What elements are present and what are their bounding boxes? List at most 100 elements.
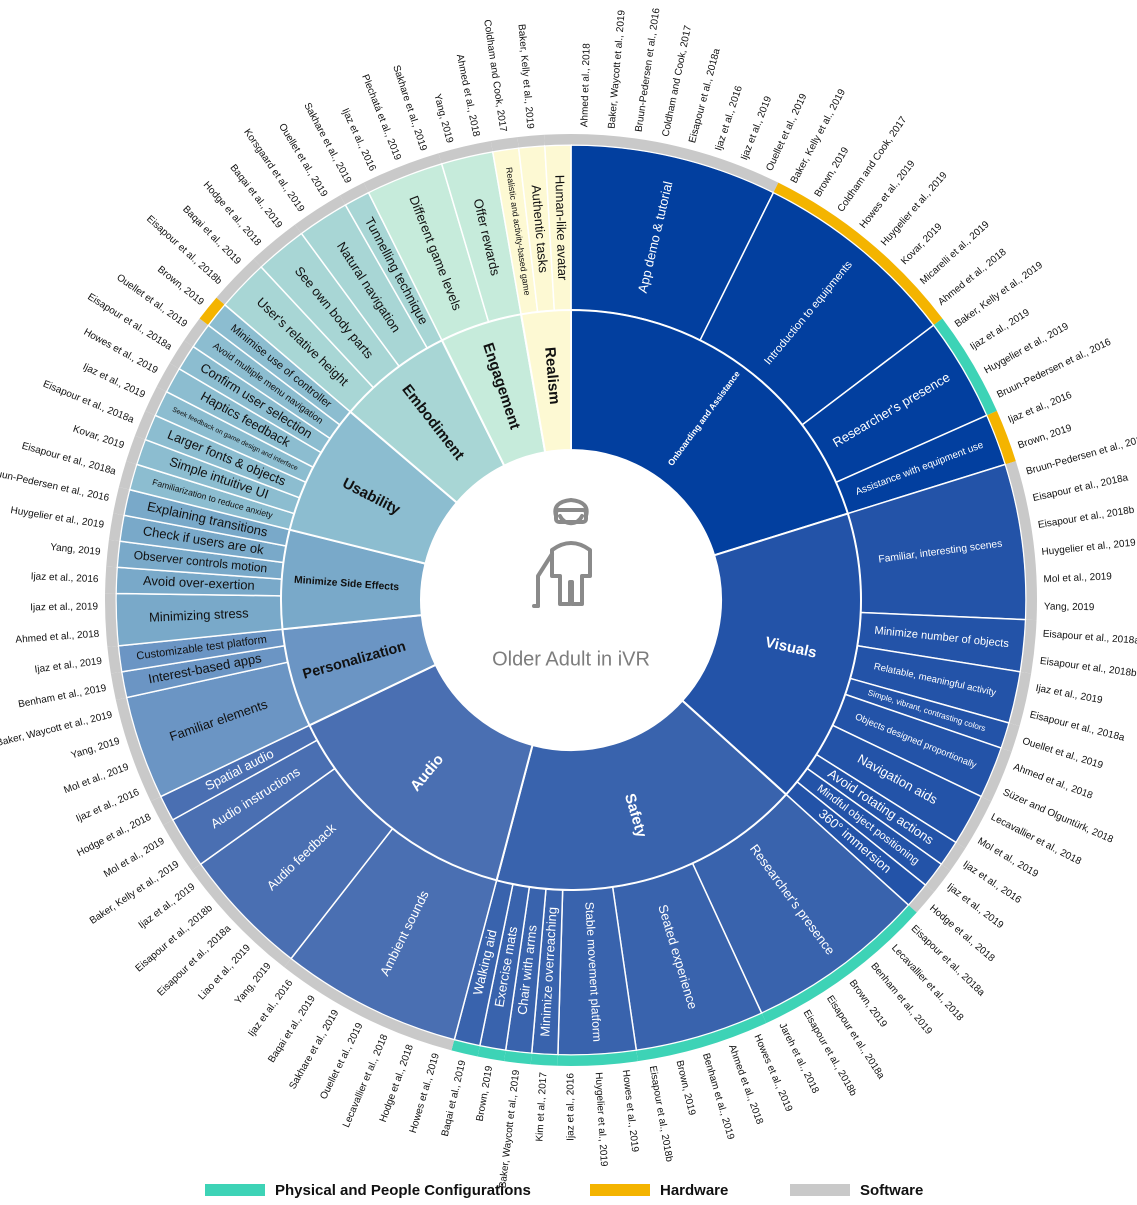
config-band [1009, 671, 1032, 727]
citation-label: Yang, 2019 [233, 961, 274, 1007]
config-band [134, 410, 156, 440]
citation-label: Huygelier et al., 2019 [1041, 537, 1137, 558]
config-band [169, 340, 194, 369]
config-band [1005, 461, 1037, 621]
config-band [773, 182, 943, 326]
citation-label: Eisapour et al., 2018a [909, 923, 987, 999]
citation-label: Baker, Waycott et al., 2019 [607, 9, 628, 129]
citation-label: Howes et al., 2019 [620, 1069, 641, 1153]
citation-label: Ijaz et al., 2019 [81, 362, 147, 401]
config-band [451, 1039, 480, 1057]
citation-label: Eisapour et al., 2018b [144, 214, 224, 288]
config-band [104, 593, 119, 647]
citation-label: Benham et al., 2019 [700, 1052, 736, 1141]
citation-label: Ahmed et al., 2018 [15, 629, 100, 646]
citation-label: Brown, 2019 [1017, 423, 1074, 452]
config-band [956, 796, 992, 849]
config-band [145, 386, 167, 416]
body [550, 541, 592, 606]
citation-label: Yang, 2019 [70, 736, 122, 762]
citation-label: Bruun-Pedersen et al., 2016 [634, 7, 663, 133]
citation-label: Yang, 2019 [1044, 601, 1095, 613]
head [558, 514, 584, 526]
config-band [163, 819, 201, 871]
citation-label: Baker, Kelly et al., 2019 [88, 859, 182, 927]
config-band [557, 1050, 638, 1066]
config-band [199, 297, 225, 326]
legend-swatch [205, 1184, 265, 1196]
config-band [107, 645, 122, 674]
legend-label: Hardware [660, 1182, 728, 1199]
citation-label: Ijaz et al., 2019 [34, 656, 103, 676]
citation-label: Huygelier et al., 2019 [879, 170, 950, 249]
center-label: Older Adult in iVR [492, 648, 650, 670]
citation-label: Mol et al., 2019 [1043, 571, 1112, 585]
citation-label: Kovar, 2019 [71, 424, 125, 452]
citation-label: Howes et al., 2019 [408, 1052, 442, 1135]
citation-label: Brown, 2019 [847, 978, 889, 1030]
head-top [553, 498, 589, 518]
legend-swatch [590, 1184, 650, 1196]
config-band [761, 905, 917, 1024]
citation-label: Lecavallier et al., 2018 [889, 943, 966, 1024]
config-band [908, 885, 935, 913]
config-band [986, 410, 1016, 465]
citation-label: Brown, 2019 [813, 145, 852, 199]
config-band [363, 153, 442, 193]
config-band [126, 435, 146, 465]
config-band [517, 134, 545, 149]
config-band [106, 539, 120, 568]
config-band [216, 258, 262, 305]
citation-label: Eisapour et al., 2018b [647, 1065, 675, 1163]
config-band [284, 958, 455, 1051]
citation-label: Eisapour et al., 2018a [687, 47, 723, 144]
older-adult-icon [532, 498, 592, 608]
subcategory-label: Minimizing stress [149, 605, 250, 624]
citation-label: Coldham and Cook, 2017 [481, 19, 508, 133]
citation-label: Baker, Kelly et al., 2019 [515, 24, 535, 130]
citation-label: Eisapour et al., 2018b [1037, 505, 1135, 531]
config-band [941, 842, 966, 871]
citation-label: Eisapour et al., 2018a [1032, 472, 1130, 504]
citation-label: Baker, Waycott et al., 2019 [498, 1069, 523, 1189]
config-band [1020, 619, 1037, 674]
citation-label: Huygelier et al., 2019 [10, 505, 105, 531]
citation-label: Mol et al., 2019 [62, 762, 130, 797]
citation-label: Eisapour et al., 2018b [1039, 656, 1137, 680]
citation-label: Coldham and Cook, 2017 [661, 24, 695, 138]
config-band [108, 513, 124, 542]
config-band [156, 363, 180, 392]
config-band [544, 134, 571, 146]
config-band [191, 864, 291, 968]
citation-label: Ahmed et al., 2018 [454, 53, 482, 138]
citation-label: Brown, 2019 [674, 1059, 698, 1117]
outer-rim [115, 144, 1027, 1056]
citation-label: Ijaz et al., 2016 [30, 571, 99, 585]
config-band [1001, 723, 1020, 752]
citation-label: Huygelier et al., 2019 [593, 1072, 609, 1167]
config-band [118, 461, 137, 490]
rings [104, 134, 1037, 1066]
legend-swatch [790, 1184, 850, 1196]
config-band [571, 134, 779, 193]
citation-label: Bruun-Pedersen et al., 2016 [0, 466, 111, 504]
citation-label: Bruun-Pedersen et al., 2016 [995, 337, 1113, 401]
citation-label: Eisapour et al., 2018a [155, 923, 233, 999]
citation-label: Kim et al., 2017 [534, 1071, 549, 1141]
citation-label: Ijaz et al., 2016 [566, 1073, 577, 1141]
citation-label: Ijaz et al., 2016 [1007, 390, 1074, 426]
config-band [490, 137, 519, 152]
citation-label: Ahmed et al., 2018 [726, 1043, 765, 1126]
citation-label: Coldham and Cook, 2017 [836, 114, 910, 214]
citation-label: Eisapour et al., 2018a [20, 441, 117, 478]
citation-label: Baqai et al., 2019 [440, 1059, 469, 1138]
citation-label: Ahmed et al., 2018 [579, 43, 592, 128]
config-band [530, 1053, 558, 1066]
config-band [150, 796, 173, 826]
citation-label: Ijaz et al., 2019 [30, 601, 98, 613]
config-band [933, 318, 997, 416]
subcategory-label: Avoid over-exertion [143, 573, 255, 593]
citation-label: Ijaz et al., 2016 [75, 787, 142, 825]
citation-label: Ouellet et al., 2019 [1021, 736, 1105, 772]
